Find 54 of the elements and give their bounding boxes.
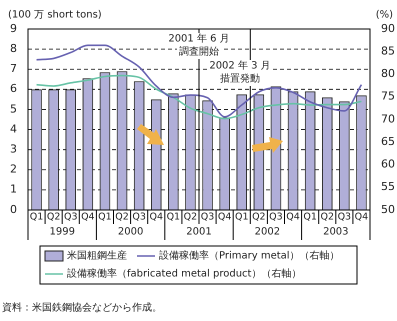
y2-tick-label: 55 bbox=[381, 180, 395, 194]
y2-tick-label: 60 bbox=[381, 158, 395, 171]
legend-label: 設備稼働率（Primary metal）（右軸） bbox=[159, 250, 340, 262]
x-tick-label: Q2 bbox=[115, 211, 129, 222]
y-axis-title: (100 万 short tons) bbox=[8, 10, 102, 21]
x-tick-label: Q1 bbox=[234, 211, 249, 222]
text: 2000 bbox=[118, 226, 144, 238]
x-tick-label: Q4 bbox=[149, 211, 164, 222]
x-tick-label: Q2 bbox=[320, 211, 334, 222]
x-tick-label: Q2 bbox=[46, 211, 60, 222]
x-tick-label: Q1 bbox=[98, 211, 112, 222]
x-tick-label: Q1 bbox=[303, 211, 317, 222]
x-tick-label: Q4 bbox=[354, 211, 368, 222]
annotation: 調査開始 bbox=[179, 46, 219, 58]
y-tick-label: 8 bbox=[10, 42, 17, 55]
x-tick-label: Q2 bbox=[184, 211, 198, 222]
y-tick-label: 1 bbox=[10, 182, 17, 196]
y2-tick-label: 50 bbox=[381, 202, 395, 216]
text: 2003 bbox=[323, 226, 349, 238]
y-tick-label: 0 bbox=[10, 202, 17, 216]
y2-axis-title: (%) bbox=[376, 10, 394, 21]
annotation: 2002 年 3 月 bbox=[209, 60, 271, 72]
y-tick-label: 2 bbox=[10, 162, 17, 176]
y-tick-label: 5 bbox=[10, 102, 17, 116]
legend-label: 米国粗鋼生産 bbox=[67, 250, 127, 262]
x-tick-label: Q3 bbox=[338, 211, 352, 222]
x-tick-label: Q3 bbox=[64, 211, 78, 222]
x-tick-label: Q4 bbox=[81, 211, 95, 222]
y-tick-label: 4 bbox=[10, 122, 17, 136]
y-tick-label: 6 bbox=[10, 82, 17, 96]
x-tick-label: Q1 bbox=[166, 211, 180, 222]
y-tick-label: 9 bbox=[10, 22, 17, 35]
y2-tick-label: 70 bbox=[381, 112, 395, 126]
y2-tick-label: 75 bbox=[381, 90, 395, 103]
y2-tick-label: 65 bbox=[381, 134, 395, 148]
y2-tick-label: 90 bbox=[381, 22, 395, 35]
y2-tick-label: 80 bbox=[381, 67, 395, 80]
x-tick-label: Q3 bbox=[269, 211, 283, 222]
x-tick-label: Q3 bbox=[132, 211, 146, 222]
text: 2001 bbox=[186, 226, 212, 238]
y-tick-label: 7 bbox=[10, 62, 17, 76]
x-tick-label: Q4 bbox=[286, 211, 300, 222]
annotation: 2001 年 6 月 bbox=[168, 32, 230, 45]
text: 1999 bbox=[49, 226, 75, 238]
x-tick-label: Q2 bbox=[252, 211, 266, 222]
text: 2002 bbox=[254, 226, 280, 238]
x-tick-label: Q4 bbox=[218, 211, 232, 222]
x-tick-label: Q1 bbox=[30, 211, 44, 222]
x-tick-label: Q3 bbox=[200, 211, 214, 222]
annotation: 措置発動 bbox=[220, 72, 260, 85]
legend-label: 設備稼働率（fabricated metal product）（右軸） bbox=[67, 268, 302, 280]
text: 資料：米国鉄鋼協会などから作成。 bbox=[2, 302, 162, 314]
y-tick-label: 3 bbox=[10, 142, 17, 156]
y2-tick-label: 85 bbox=[381, 44, 395, 58]
